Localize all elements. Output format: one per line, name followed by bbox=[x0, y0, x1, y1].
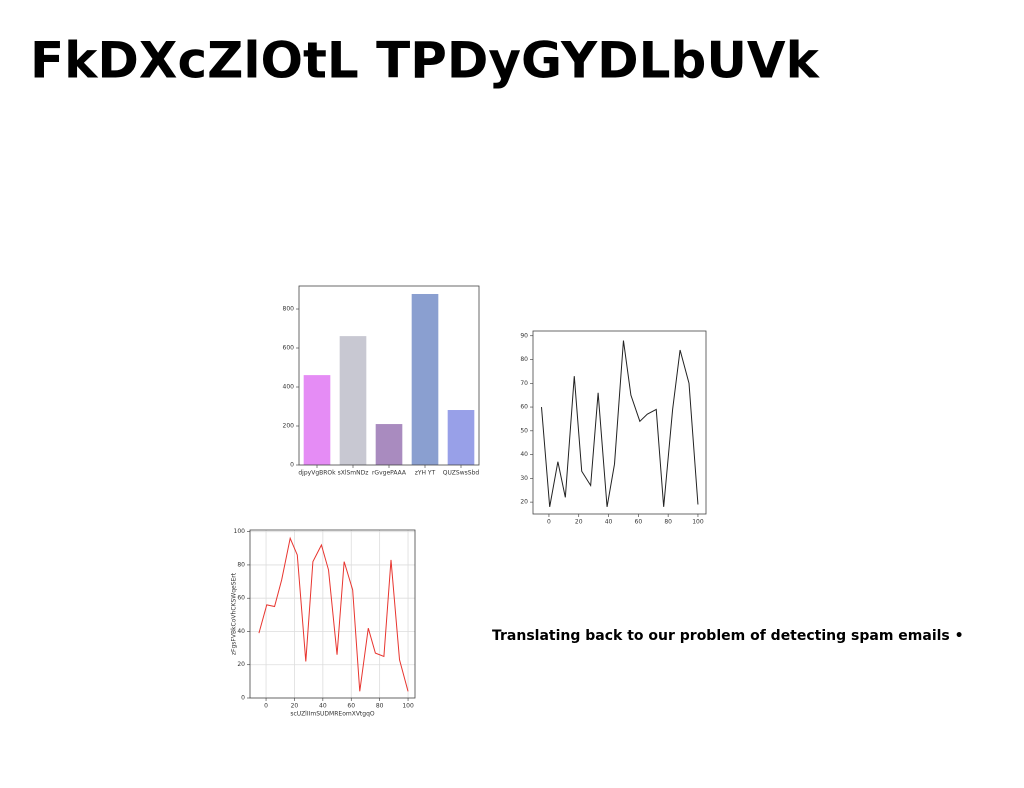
y-tick-label: 30 bbox=[520, 475, 528, 482]
x-tick-label: QUZSwsSbd bbox=[443, 470, 480, 477]
x-tick-label: 20 bbox=[291, 703, 299, 710]
x-axis-label: scUZlIImSUDMREomXVtgqO bbox=[290, 711, 375, 718]
y-tick-label: 80 bbox=[520, 356, 528, 363]
y-tick-label: 60 bbox=[520, 404, 528, 411]
y-axis-label: zFgsFVBkCoVhCKSWqeSErt bbox=[231, 572, 238, 655]
y-tick-label: 40 bbox=[520, 451, 528, 458]
slide-title: FkDXcZlOtL TPDyGYDLbUVk bbox=[30, 32, 821, 90]
line-series bbox=[258, 536, 409, 692]
x-tick-label: sXlSmNDz bbox=[338, 470, 369, 477]
plot-frame bbox=[532, 330, 707, 515]
y-tick-label: 200 bbox=[283, 423, 295, 430]
y-tick-label: 100 bbox=[234, 528, 246, 535]
y-tick-label: 0 bbox=[241, 695, 245, 702]
x-tick-label: 0 bbox=[264, 703, 268, 710]
x-tick-label: 80 bbox=[664, 519, 672, 526]
x-tick-label: zYH YT bbox=[415, 470, 436, 477]
bar bbox=[411, 293, 439, 465]
y-tick-label: 0 bbox=[290, 462, 294, 469]
x-tick-label: 100 bbox=[402, 703, 414, 710]
bar bbox=[303, 375, 331, 465]
x-tick-label: 20 bbox=[575, 519, 583, 526]
x-tick-label: 100 bbox=[692, 519, 704, 526]
line-series bbox=[540, 340, 699, 507]
x-tick-label: 40 bbox=[319, 703, 327, 710]
y-tick-label: 90 bbox=[520, 332, 528, 339]
y-tick-label: 800 bbox=[283, 306, 295, 313]
x-tick-label: rGvgePAAA bbox=[372, 470, 407, 477]
x-tick-label: 0 bbox=[547, 519, 551, 526]
x-tick-label: 80 bbox=[376, 703, 384, 710]
y-tick-label: 20 bbox=[520, 499, 528, 506]
y-tick-label: 60 bbox=[237, 595, 245, 602]
x-tick-label: 60 bbox=[635, 519, 643, 526]
y-tick-label: 50 bbox=[520, 427, 528, 434]
y-tick-label: 600 bbox=[283, 345, 295, 352]
x-tick-label: 40 bbox=[605, 519, 613, 526]
plot-frame bbox=[298, 285, 480, 466]
y-tick-label: 40 bbox=[237, 628, 245, 635]
bar bbox=[447, 410, 475, 465]
bar bbox=[339, 336, 367, 465]
bar bbox=[375, 424, 403, 465]
x-tick-label: djpyVgBROk bbox=[298, 470, 336, 477]
body-text: Translating back to our problem of detec… bbox=[492, 628, 964, 644]
y-tick-label: 80 bbox=[237, 561, 245, 568]
y-tick-label: 400 bbox=[283, 384, 295, 391]
plot-frame bbox=[249, 529, 416, 699]
y-tick-label: 20 bbox=[237, 661, 245, 668]
y-tick-label: 70 bbox=[520, 380, 528, 387]
x-tick-label: 60 bbox=[347, 703, 355, 710]
